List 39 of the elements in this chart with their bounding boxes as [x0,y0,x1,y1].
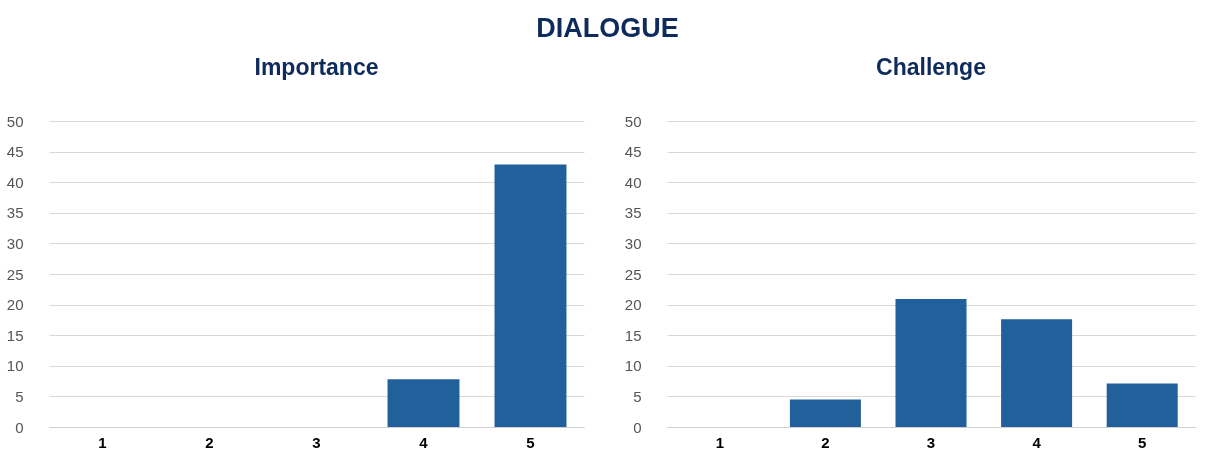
x-tick-label: 3 [926,433,936,451]
x-tick-label: 2 [821,433,830,451]
y-tick-label: 5 [633,387,642,405]
x-tick-label: 5 [526,433,535,451]
x-tick-label: 3 [312,433,321,451]
y-tick-label: 20 [624,296,642,314]
y-tick-label: 35 [6,204,24,222]
x-tick-label: 1 [715,433,724,451]
x-tick-label: 4 [419,433,429,451]
x-tick-label: 5 [1138,433,1147,451]
y-tick-label: 40 [6,173,24,191]
y-tick-label: 10 [6,357,24,375]
x-tick-label: 2 [205,433,214,451]
y-tick-label: 30 [6,234,24,252]
bar [895,299,967,427]
y-tick-label: 30 [624,234,642,252]
y-tick-label: 45 [6,143,24,161]
y-tick-label: 45 [624,143,642,161]
bar [1001,319,1073,427]
y-tick-label: 50 [6,112,24,130]
y-tick-label: 5 [15,387,24,405]
text: DIALOGUE [536,13,679,43]
x-tick-label: 1 [98,433,107,451]
y-tick-label: 0 [633,418,642,436]
y-tick-label: 35 [624,204,642,222]
chart-title: Importance [254,54,379,80]
y-tick-label: 15 [6,326,24,344]
y-tick-label: 0 [15,418,24,436]
y-tick-label: 10 [624,357,642,375]
y-tick-label: 25 [624,265,642,283]
y-tick-label: 15 [624,326,642,344]
y-tick-label: 25 [6,265,24,283]
x-tick-label: 4 [1032,433,1042,451]
y-tick-label: 50 [624,112,642,130]
y-tick-label: 40 [624,173,642,191]
y-tick-label: 20 [6,296,24,314]
bar [1106,383,1178,427]
bar [789,399,861,427]
chart-title: Challenge [876,54,986,80]
